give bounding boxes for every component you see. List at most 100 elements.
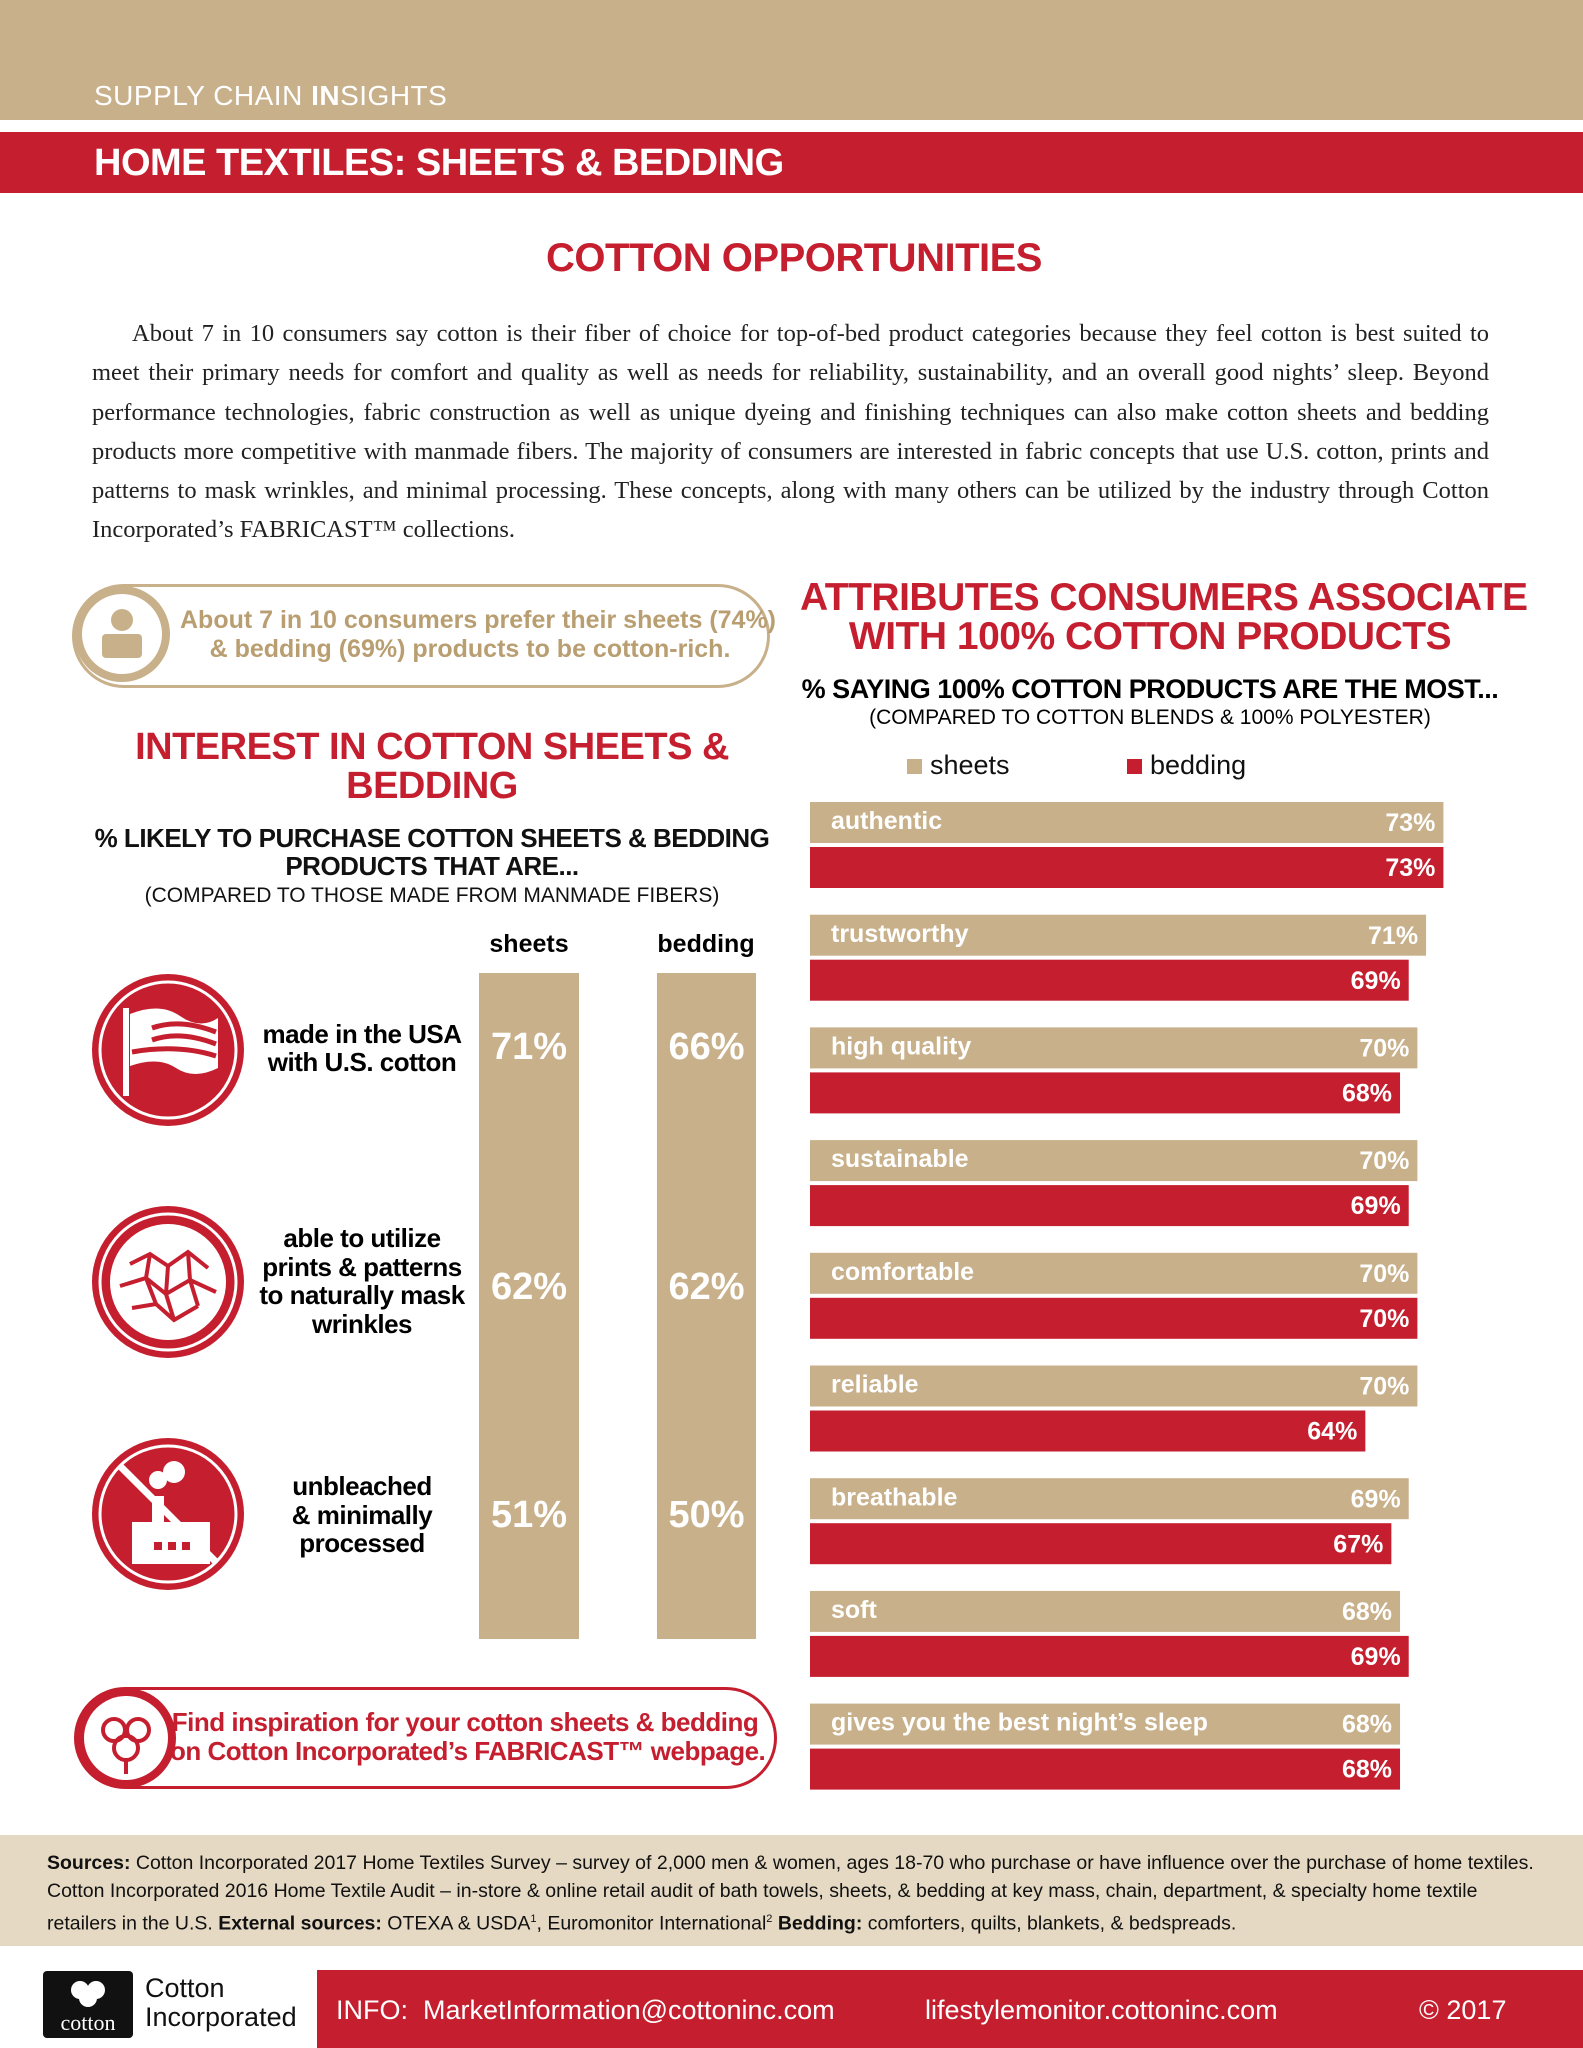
company-name: Cotton Incorporated	[145, 1974, 297, 2032]
callout-pill	[72, 584, 770, 688]
bar	[810, 959, 1409, 1001]
value-label: 71%	[1368, 922, 1418, 950]
attributes-chart: sheets bedding 73% 73% authentic 71% 69% trustw…	[810, 750, 1444, 1790]
bar	[810, 802, 1444, 843]
bar	[810, 1748, 1401, 1790]
footnote-mark: 2	[766, 1913, 773, 1925]
callout-line: & bedding (69%) products to be cotton-ri…	[209, 635, 731, 663]
subtitle-line: % LIKELY TO PURCHASE COTTON SHEETS & BED…	[94, 823, 770, 853]
brand: SUPPLY CHAIN INSIGHTS	[94, 80, 447, 112]
label-line: made in the USA	[262, 1019, 462, 1049]
value-label: 69%	[1351, 967, 1401, 995]
pattern-lines	[119, 1249, 217, 1323]
value-label: 68%	[1342, 1598, 1392, 1626]
label-line: able to utilize	[283, 1223, 441, 1253]
inspiration-text[interactable]: Find inspiration for your cotton sheets …	[170, 1708, 766, 1766]
external-label: External sources:	[218, 1912, 382, 1935]
value-label: 70%	[1359, 1373, 1409, 1401]
flag-stripes	[131, 1021, 217, 1059]
bar	[810, 1703, 1401, 1745]
row-value: 51%	[490, 1494, 568, 1536]
legend-swatch	[1127, 759, 1142, 774]
factory	[132, 1496, 210, 1564]
chart-title: ATTRIBUTES CONSUMERS ASSOCIATE WITH 100%…	[800, 576, 1528, 656]
value-label: 70%	[1359, 1147, 1409, 1175]
external-body: OTEXA & USDA	[381, 1912, 531, 1935]
interest-title: INTEREST IN COTTON SHEETS & BEDDING	[132, 728, 732, 806]
slash	[117, 1463, 219, 1565]
category-label: trustworthy	[831, 920, 969, 948]
smoke	[163, 1461, 185, 1483]
sources-label: Sources:	[47, 1852, 131, 1874]
callout-line: About 7 in 10 consumers prefer their she…	[180, 606, 777, 634]
value-label: 73%	[1385, 854, 1435, 882]
row-value: 62%	[490, 1266, 568, 1308]
category-label: reliable	[831, 1371, 919, 1399]
chart-subtitle: % SAYING 100% COTTON PRODUCTS ARE THE MO…	[801, 674, 1499, 704]
label-line: unbleached	[292, 1471, 432, 1501]
interest-note: (COMPARED TO THOSE MADE FROM MANMADE FIB…	[144, 884, 720, 907]
title-line: BEDDING	[346, 765, 518, 807]
person-icon	[74, 586, 170, 682]
bar	[810, 1027, 1418, 1069]
bar	[810, 1185, 1409, 1227]
row-value: 62%	[668, 1266, 745, 1308]
value-label: 69%	[1351, 1192, 1401, 1220]
window	[168, 1542, 176, 1550]
bar	[810, 1252, 1418, 1294]
bedding-label: Bedding:	[772, 1912, 863, 1935]
category-label: comfortable	[831, 1258, 974, 1286]
website-link[interactable]: lifestylemonitor.cottoninc.com	[925, 1995, 1278, 2025]
subtitle-line: PRODUCTS THAT ARE...	[285, 851, 579, 881]
title-line: ATTRIBUTES CONSUMERS ASSOCIATE	[800, 576, 1528, 619]
label-line: processed	[299, 1528, 425, 1558]
factory-icon	[92, 1438, 244, 1590]
row-label: made in the USA with U.S. cotton	[242, 1020, 482, 1076]
copyright: © 2017	[1419, 1995, 1507, 2025]
value-label: 67%	[1333, 1530, 1383, 1558]
bedding-column	[657, 973, 756, 1639]
inspiration-pill	[74, 1687, 777, 1789]
label-line: with U.S. cotton	[267, 1047, 457, 1077]
bar	[810, 1590, 1401, 1632]
bar	[810, 1410, 1366, 1452]
row-label: unbleached & minimally processed	[242, 1472, 482, 1558]
icon-ring	[98, 1444, 238, 1584]
info: INFO: MarketInformation@cottoninc.com	[336, 1995, 835, 2026]
bar	[810, 1297, 1418, 1339]
bar	[810, 847, 1444, 888]
icon-ring	[98, 980, 238, 1120]
value-label: 70%	[1359, 1035, 1409, 1063]
category-label: gives you the best night’s sleep	[831, 1709, 1208, 1737]
footnote-mark: 1	[530, 1913, 537, 1925]
legend-label: bedding	[1150, 750, 1246, 780]
bedding-body: comforters, quilts, blankets, & bedsprea…	[862, 1912, 1237, 1935]
brand-part: SUPPLY CHAIN	[94, 80, 312, 111]
value-label: 69%	[1351, 1485, 1401, 1513]
category-label: high quality	[831, 1033, 971, 1061]
callout-text: About 7 in 10 consumers prefer their she…	[180, 606, 777, 664]
label-line: prints & patterns	[262, 1251, 462, 1282]
header-band	[0, 0, 1583, 120]
page-title: HOME TEXTILES: SHEETS & BEDDING	[94, 142, 784, 184]
pattern-icon	[92, 1206, 244, 1358]
brand-part: SIGHTS	[340, 80, 448, 111]
category-label: breathable	[831, 1483, 958, 1511]
company-line: Cotton	[145, 1973, 225, 2003]
bar	[810, 1635, 1409, 1677]
bar	[810, 1523, 1392, 1565]
company-line: Incorporated	[145, 2002, 297, 2032]
value-label: 73%	[1385, 809, 1435, 837]
smoke	[149, 1471, 167, 1489]
window	[154, 1542, 162, 1550]
chart-note: (COMPARED TO COTTON BLENDS & 100% POLYES…	[869, 706, 1431, 729]
label-line: to naturally mask	[259, 1280, 465, 1310]
logo-word: cotton	[60, 2010, 116, 2035]
value-label: 69%	[1351, 1643, 1401, 1671]
label-line: & minimally	[291, 1499, 433, 1530]
legend-label: sheets	[930, 750, 1010, 780]
intro-text: About 7 in 10 consumers say cotton is th…	[92, 320, 1489, 544]
email-link[interactable]: MarketInformation@cottoninc.com	[423, 1995, 835, 2025]
interest-subtitle: % LIKELY TO PURCHASE COTTON SHEETS & BED…	[82, 824, 782, 880]
